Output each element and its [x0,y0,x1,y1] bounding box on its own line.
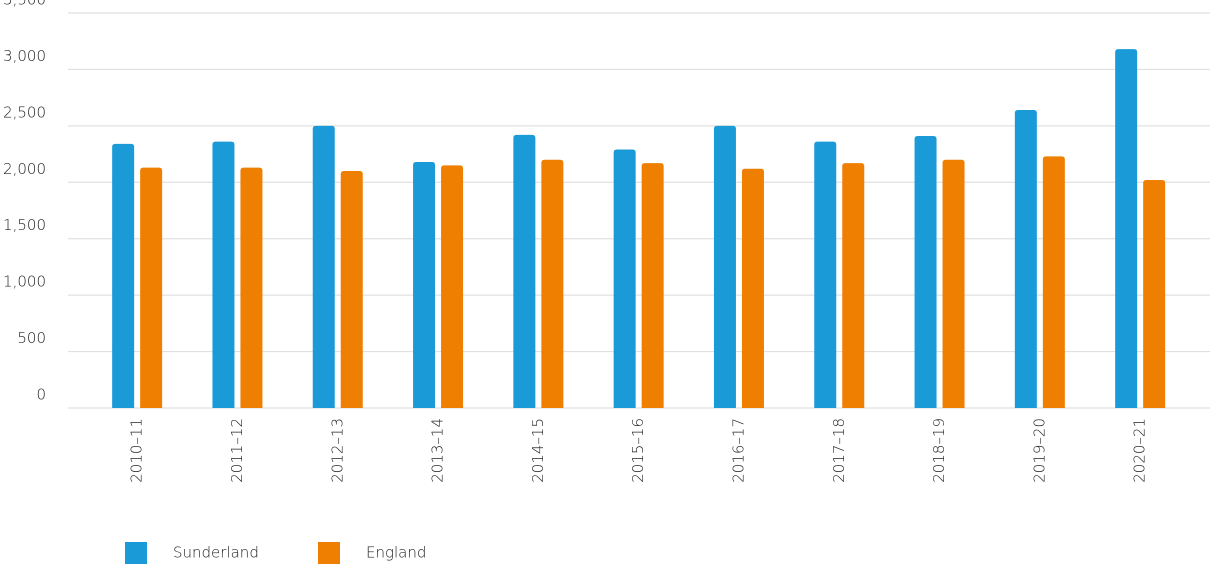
bar [613,149,636,409]
bar [541,159,564,408]
bar [814,141,837,408]
bar [942,159,965,408]
bar [240,167,263,408]
x-tick-label: 2015–16 [629,418,647,483]
x-tick-label: 2019–20 [1030,418,1048,483]
bar [741,168,764,408]
bar [413,161,436,408]
y-tick-label: 2,500 [3,103,46,121]
x-tick-label: 2012–13 [328,418,346,483]
bar [112,143,135,408]
y-tick-label: 0 [36,386,46,404]
legend-label: England [366,544,426,562]
y-tick-label: 2,000 [3,160,46,178]
bar [312,125,335,408]
bar [140,167,163,408]
bar [914,136,937,408]
x-tick-label: 2014–15 [529,418,547,483]
y-tick-label: 3,000 [3,47,46,65]
x-tick-label: 2013–14 [429,418,447,483]
legend-swatch [318,542,340,564]
x-tick-label: 2017–18 [830,418,848,483]
bar [513,134,536,408]
x-tick-label: 2018–19 [930,418,948,483]
y-tick-label: 3,500 [3,0,46,9]
bar [1115,49,1138,408]
y-tick-label: 500 [17,329,46,347]
bar [340,171,363,408]
bar [1143,180,1166,408]
x-tick-label: 2011–12 [228,418,246,483]
legend-swatch [125,542,147,564]
bar [1042,156,1065,408]
bar [441,165,464,408]
legend-label: Sunderland [173,544,259,562]
bar [212,141,235,408]
bar [1014,110,1037,409]
y-tick-label: 1,500 [3,216,46,234]
bar [713,125,736,408]
bar [641,163,664,408]
y-tick-label: 1,000 [3,273,46,291]
x-tick-label: 2016–17 [729,418,747,483]
bar [842,163,865,408]
x-tick-label: 2010–11 [128,418,146,483]
x-tick-label: 2020–21 [1131,418,1149,483]
